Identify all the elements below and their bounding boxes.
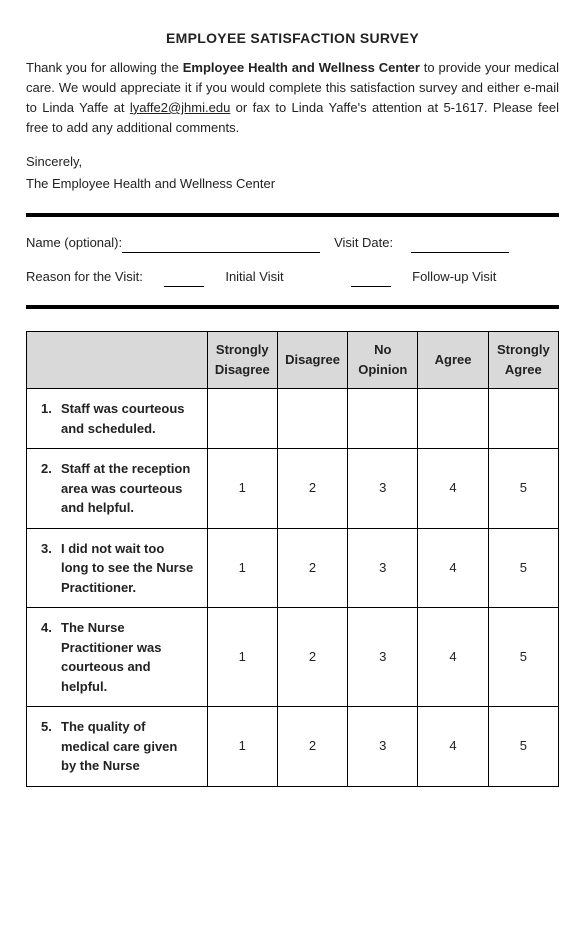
followup-visit-check[interactable] xyxy=(351,273,391,287)
rating-cell[interactable] xyxy=(348,389,418,449)
question-text: The quality of medical care given by the… xyxy=(61,717,195,776)
question-cell: 1.Staff was courteous and scheduled. xyxy=(27,389,208,449)
th-agree: Agree xyxy=(418,331,488,388)
divider-top xyxy=(26,213,559,217)
question-text: Staff was courteous and scheduled. xyxy=(61,399,195,438)
th-disagree: Disagree xyxy=(277,331,347,388)
table-row: 2.Staff at the reception area was courte… xyxy=(27,449,559,529)
rating-cell[interactable]: 1 xyxy=(207,528,277,608)
rating-cell[interactable] xyxy=(277,389,347,449)
table-row: 4.The Nurse Practitioner was courteous a… xyxy=(27,608,559,707)
rating-cell[interactable] xyxy=(488,389,558,449)
divider-bottom xyxy=(26,305,559,309)
question-number: 1. xyxy=(41,399,61,419)
intro-lead: Thank you for allowing the xyxy=(26,60,183,75)
rating-cell[interactable]: 2 xyxy=(277,528,347,608)
followup-visit-label: Follow-up Visit xyxy=(412,269,496,284)
rating-cell[interactable]: 3 xyxy=(348,528,418,608)
th-strongly-disagree: Strongly Disagree xyxy=(207,331,277,388)
rating-cell[interactable]: 2 xyxy=(277,449,347,529)
question-number: 3. xyxy=(41,539,61,559)
th-strongly-agree: Strongly Agree xyxy=(488,331,558,388)
th-no-opinion: No Opinion xyxy=(348,331,418,388)
center-name: Employee Health and Wellness Center xyxy=(183,60,420,75)
table-row: 5.The quality of medical care given by t… xyxy=(27,707,559,787)
rating-cell[interactable]: 3 xyxy=(348,608,418,707)
rating-cell[interactable]: 4 xyxy=(418,608,488,707)
rating-cell[interactable]: 5 xyxy=(488,528,558,608)
question-cell: 2.Staff at the reception area was courte… xyxy=(27,449,208,529)
question-cell: 3.I did not wait too long to see the Nur… xyxy=(27,528,208,608)
question-text: Staff at the reception area was courteou… xyxy=(61,459,195,518)
rating-cell[interactable]: 4 xyxy=(418,707,488,787)
question-cell: 5.The quality of medical care given by t… xyxy=(27,707,208,787)
rating-cell[interactable]: 2 xyxy=(277,707,347,787)
question-number: 4. xyxy=(41,618,61,638)
reason-row: Reason for the Visit: Initial Visit Foll… xyxy=(26,267,559,287)
intro-paragraph: Thank you for allowing the Employee Heal… xyxy=(26,58,559,139)
rating-cell[interactable]: 3 xyxy=(348,449,418,529)
rating-cell[interactable]: 5 xyxy=(488,608,558,707)
rating-cell[interactable]: 5 xyxy=(488,707,558,787)
initial-visit-label: Initial Visit xyxy=(225,269,283,284)
rating-cell[interactable]: 4 xyxy=(418,449,488,529)
email-link[interactable]: lyaffe2@jhmi.edu xyxy=(130,100,230,115)
signoff-line2: The Employee Health and Wellness Center xyxy=(26,174,559,194)
question-number: 2. xyxy=(41,459,61,479)
visit-date-input-line[interactable] xyxy=(411,239,509,253)
signoff-block: Sincerely, The Employee Health and Welln… xyxy=(26,152,559,194)
page-title: EMPLOYEE SATISFACTION SURVEY xyxy=(26,28,559,50)
rating-cell[interactable]: 3 xyxy=(348,707,418,787)
table-row: 3.I did not wait too long to see the Nur… xyxy=(27,528,559,608)
question-cell: 4.The Nurse Practitioner was courteous a… xyxy=(27,608,208,707)
rating-cell[interactable]: 1 xyxy=(207,608,277,707)
signoff-line1: Sincerely, xyxy=(26,152,559,172)
name-visit-row: Name (optional): Visit Date: xyxy=(26,233,559,253)
rating-cell[interactable]: 4 xyxy=(418,528,488,608)
table-row: 1.Staff was courteous and scheduled. xyxy=(27,389,559,449)
name-input-line[interactable] xyxy=(122,239,320,253)
question-number: 5. xyxy=(41,717,61,737)
rating-cell[interactable]: 1 xyxy=(207,707,277,787)
rating-cell[interactable] xyxy=(418,389,488,449)
table-header-row: Strongly Disagree Disagree No Opinion Ag… xyxy=(27,331,559,388)
rating-cell[interactable]: 5 xyxy=(488,449,558,529)
th-blank xyxy=(27,331,208,388)
rating-cell[interactable]: 1 xyxy=(207,449,277,529)
initial-visit-check[interactable] xyxy=(164,273,204,287)
rating-cell[interactable]: 2 xyxy=(277,608,347,707)
name-label: Name (optional): xyxy=(26,235,122,250)
question-text: The Nurse Practitioner was courteous and… xyxy=(61,618,195,696)
question-text: I did not wait too long to see the Nurse… xyxy=(61,539,195,598)
reason-label: Reason for the Visit: xyxy=(26,269,143,284)
rating-cell[interactable] xyxy=(207,389,277,449)
table-body: 1.Staff was courteous and scheduled. 2.S… xyxy=(27,389,559,787)
visit-date-label: Visit Date: xyxy=(334,235,393,250)
survey-table: Strongly Disagree Disagree No Opinion Ag… xyxy=(26,331,559,787)
